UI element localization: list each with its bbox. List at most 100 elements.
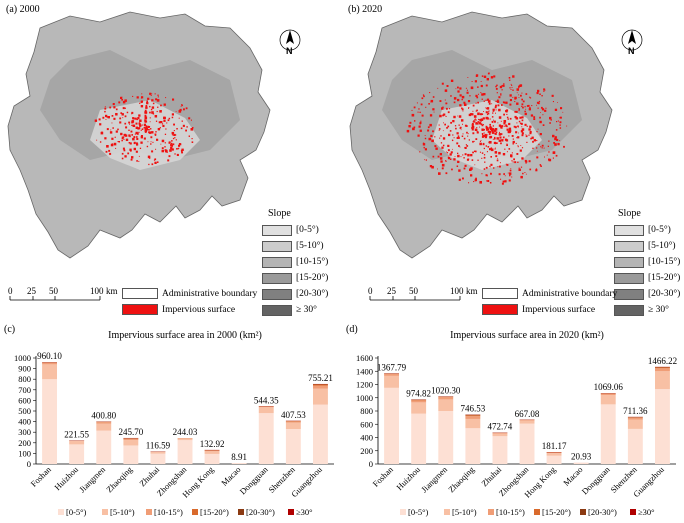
- impervious-patch: [552, 151, 556, 154]
- impervious-patch: [130, 158, 133, 161]
- impervious-patch: [488, 110, 490, 112]
- impervious-patch: [502, 153, 506, 156]
- impervious-patch: [442, 130, 444, 132]
- impervious-patch: [105, 114, 108, 118]
- impervious-patch: [106, 128, 109, 131]
- bar-segment: [465, 414, 481, 416]
- impervious-patch: [520, 145, 522, 146]
- impervious-patch: [483, 93, 486, 96]
- bar-segment: [204, 450, 220, 452]
- impervious-patch: [180, 106, 182, 107]
- impervious-patch: [475, 94, 478, 97]
- impervious-patch: [498, 151, 501, 155]
- impervious-patch: [529, 132, 532, 135]
- total-value-label: 1069.06: [594, 382, 624, 392]
- impervious-patch: [165, 97, 167, 99]
- impervious-patch: [124, 115, 127, 118]
- impervious-patch: [489, 130, 492, 134]
- x-tick-label: Dongguan: [238, 464, 271, 497]
- impervious-patch: [463, 157, 465, 159]
- impervious-patch: [509, 131, 511, 134]
- impervious-patch: [467, 158, 470, 160]
- impervious-patch: [493, 120, 496, 123]
- impervious-patch: [529, 168, 532, 171]
- impervious-patch: [518, 120, 521, 123]
- impervious-patch: [134, 133, 136, 135]
- impervious-patch: [484, 135, 487, 139]
- impervious-patch: [495, 85, 497, 88]
- impervious-patch: [140, 141, 143, 144]
- impervious-patch: [552, 157, 554, 159]
- impervious-patch: [174, 137, 176, 139]
- slope-swatch-0: [614, 224, 644, 236]
- impervious-patch: [474, 150, 476, 152]
- impervious-patch: [440, 135, 442, 137]
- impervious-patch: [496, 84, 498, 87]
- impervious-patch: [430, 134, 433, 137]
- impervious-patch: [485, 84, 488, 87]
- slope-legend-item: [20-30°): [614, 288, 680, 300]
- impervious-cluster: [94, 92, 194, 166]
- impervious-patch: [506, 163, 509, 166]
- bar-segment: [438, 397, 454, 400]
- chart-panel-label: (d): [346, 324, 358, 335]
- slope-legend-item: [10-15°): [262, 256, 328, 268]
- slope-swatch-0: [262, 224, 292, 236]
- total-value-label: 116.59: [146, 441, 171, 451]
- impervious-patch: [499, 165, 501, 168]
- impervious-patch: [185, 129, 187, 132]
- impervious-patch: [515, 110, 518, 113]
- impervious-patch: [541, 95, 543, 97]
- impervious-patch: [464, 103, 467, 106]
- impervious-patch: [514, 98, 516, 100]
- impervious-patch: [519, 122, 522, 124]
- impervious-patch: [178, 144, 181, 147]
- impervious-patch: [511, 152, 513, 154]
- impervious-patch: [472, 140, 474, 143]
- impervious-patch: [148, 131, 150, 133]
- impervious-patch: [487, 111, 489, 113]
- impervious-patch: [511, 176, 513, 178]
- impervious-patch: [113, 142, 117, 146]
- impervious-patch: [528, 134, 530, 136]
- impervious-patch: [150, 108, 153, 111]
- impervious-patch: [138, 122, 140, 124]
- impervious-patch: [536, 140, 538, 142]
- slope-legend-item: [5-10°): [614, 240, 676, 252]
- legend-swatch: [58, 509, 64, 515]
- impervious-patch: [513, 125, 516, 128]
- impervious-patch: [479, 142, 482, 146]
- impervious-patch: [432, 141, 434, 142]
- chart-panel-label: (c): [4, 324, 15, 335]
- impervious-patch: [109, 106, 112, 109]
- impervious-patch: [441, 82, 444, 85]
- impervious-patch: [489, 125, 492, 128]
- y-tick-label: 0: [369, 459, 373, 469]
- impervious-patch: [518, 167, 520, 169]
- impervious-patch: [138, 123, 141, 126]
- impervious-patch: [563, 145, 565, 148]
- bar-chart-2000: (c) Impervious surface area in 2000 (km²)…: [4, 324, 334, 517]
- impervious-patch: [419, 111, 421, 113]
- impervious-patch: [170, 142, 173, 145]
- impervious-patch: [496, 137, 499, 140]
- impervious-patch: [438, 172, 441, 175]
- impervious-patch: [152, 102, 155, 105]
- impervious-patch: [183, 108, 185, 111]
- impervious-patch: [99, 123, 102, 126]
- impervious-patch: [471, 128, 474, 131]
- impervious-patch: [424, 135, 426, 136]
- impervious-patch: [457, 86, 459, 89]
- impervious-patch: [500, 126, 503, 129]
- impervious-patch: [510, 168, 512, 170]
- impervious-patch: [440, 160, 443, 163]
- impervious-patch: [121, 98, 123, 101]
- bar-segment: [600, 395, 616, 405]
- impervious-patch: [139, 147, 142, 149]
- impervious-patch: [459, 104, 462, 107]
- impervious-patch: [453, 101, 456, 104]
- slope-swatch-4: [262, 288, 292, 300]
- impervious-patch: [518, 85, 520, 88]
- legend-entry: ≥30°: [296, 507, 313, 517]
- impervious-patch: [501, 89, 503, 91]
